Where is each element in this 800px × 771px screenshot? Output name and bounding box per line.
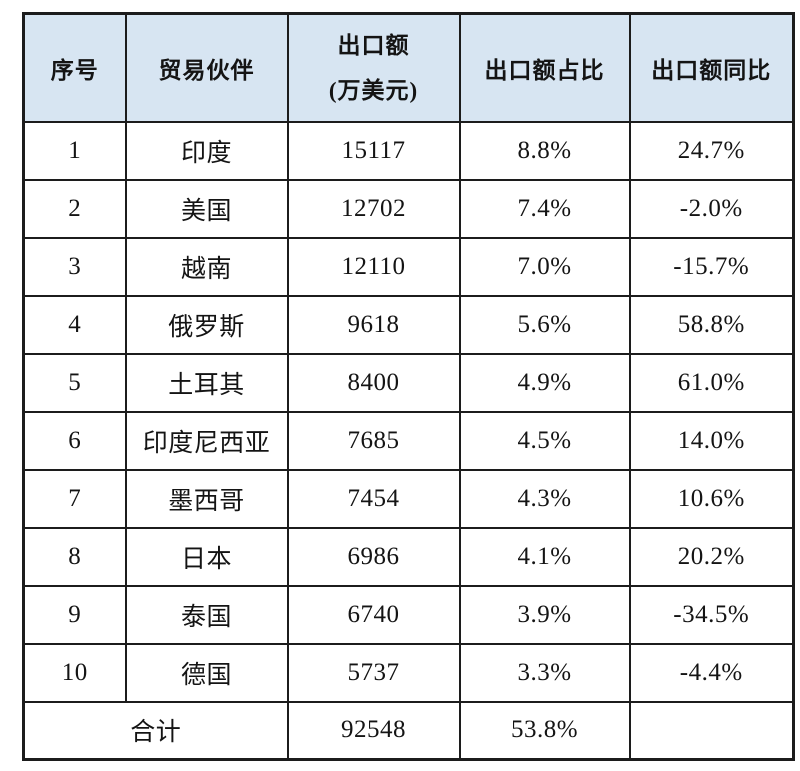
col-header-export-share: 出口额占比 [458, 12, 631, 123]
cell-export-yoy: -15.7% [628, 236, 795, 297]
col-header-index: 序号 [22, 12, 127, 123]
cell-index: 1 [22, 120, 127, 181]
cell-index: 2 [22, 178, 127, 239]
total-export-yoy [628, 700, 795, 761]
table-row: 7 墨西哥 7454 4.3% 10.6% [22, 468, 795, 529]
cell-index: 10 [22, 642, 127, 703]
cell-export-yoy: -4.4% [628, 642, 795, 703]
table-row: 2 美国 12702 7.4% -2.0% [22, 178, 795, 239]
table-row: 8 日本 6986 4.1% 20.2% [22, 526, 795, 587]
cell-export-yoy: -2.0% [628, 178, 795, 239]
col-header-export-yoy: 出口额同比 [628, 12, 795, 123]
cell-partner: 印度 [124, 120, 289, 181]
total-export-value: 92548 [286, 700, 461, 761]
cell-export-yoy: -34.5% [628, 584, 795, 645]
cell-partner: 俄罗斯 [124, 294, 289, 355]
cell-export-value: 15117 [286, 120, 461, 181]
cell-partner: 泰国 [124, 584, 289, 645]
table-row: 1 印度 15117 8.8% 24.7% [22, 120, 795, 181]
cell-export-share: 7.0% [458, 236, 631, 297]
cell-export-share: 3.9% [458, 584, 631, 645]
cell-export-value: 9618 [286, 294, 461, 355]
cell-export-yoy: 14.0% [628, 410, 795, 471]
table-row: 4 俄罗斯 9618 5.6% 58.8% [22, 294, 795, 355]
cell-export-value: 12110 [286, 236, 461, 297]
cell-index: 9 [22, 584, 127, 645]
cell-export-yoy: 10.6% [628, 468, 795, 529]
table-row: 10 德国 5737 3.3% -4.4% [22, 642, 795, 703]
total-export-share: 53.8% [458, 700, 631, 761]
table-body: 1 印度 15117 8.8% 24.7% 2 美国 12702 7.4% -2.0% 3 越南 121… [22, 120, 795, 761]
trade-partners-table: 序号 贸易伙伴 出口额 (万美元) 出口额占比 出口额同比 1 印度 15117 8.… [22, 12, 795, 761]
total-label: 合计 [22, 700, 289, 761]
cell-export-share: 5.6% [458, 294, 631, 355]
total-row: 合计 92548 53.8% [22, 700, 795, 761]
cell-index: 5 [22, 352, 127, 413]
cell-partner: 墨西哥 [124, 468, 289, 529]
cell-index: 6 [22, 410, 127, 471]
header-row: 序号 贸易伙伴 出口额 (万美元) 出口额占比 出口额同比 [22, 12, 795, 123]
cell-export-share: 8.8% [458, 120, 631, 181]
col-header-export-value: 出口额 (万美元) [286, 12, 461, 123]
col-header-export-value-line1: 出口额 [337, 32, 410, 58]
cell-partner: 印度尼西亚 [124, 410, 289, 471]
table-row: 9 泰国 6740 3.9% -34.5% [22, 584, 795, 645]
cell-index: 3 [22, 236, 127, 297]
cell-partner: 越南 [124, 236, 289, 297]
cell-export-share: 4.5% [458, 410, 631, 471]
cell-export-value: 6740 [286, 584, 461, 645]
cell-export-yoy: 61.0% [628, 352, 795, 413]
cell-export-share: 4.3% [458, 468, 631, 529]
cell-export-value: 6986 [286, 526, 461, 587]
col-header-partner: 贸易伙伴 [124, 12, 289, 123]
cell-partner: 德国 [124, 642, 289, 703]
cell-export-value: 8400 [286, 352, 461, 413]
col-header-export-value-line2: (万美元) [328, 77, 419, 103]
cell-export-yoy: 24.7% [628, 120, 795, 181]
cell-partner: 美国 [124, 178, 289, 239]
cell-partner: 土耳其 [124, 352, 289, 413]
cell-index: 4 [22, 294, 127, 355]
cell-index: 8 [22, 526, 127, 587]
cell-export-yoy: 58.8% [628, 294, 795, 355]
cell-export-share: 7.4% [458, 178, 631, 239]
cell-export-yoy: 20.2% [628, 526, 795, 587]
table-row: 5 土耳其 8400 4.9% 61.0% [22, 352, 795, 413]
cell-export-share: 3.3% [458, 642, 631, 703]
cell-index: 7 [22, 468, 127, 529]
cell-export-value: 7454 [286, 468, 461, 529]
cell-export-value: 5737 [286, 642, 461, 703]
cell-export-share: 4.9% [458, 352, 631, 413]
table-row: 3 越南 12110 7.0% -15.7% [22, 236, 795, 297]
cell-export-share: 4.1% [458, 526, 631, 587]
cell-export-value: 12702 [286, 178, 461, 239]
cell-partner: 日本 [124, 526, 289, 587]
table-row: 6 印度尼西亚 7685 4.5% 14.0% [22, 410, 795, 471]
cell-export-value: 7685 [286, 410, 461, 471]
